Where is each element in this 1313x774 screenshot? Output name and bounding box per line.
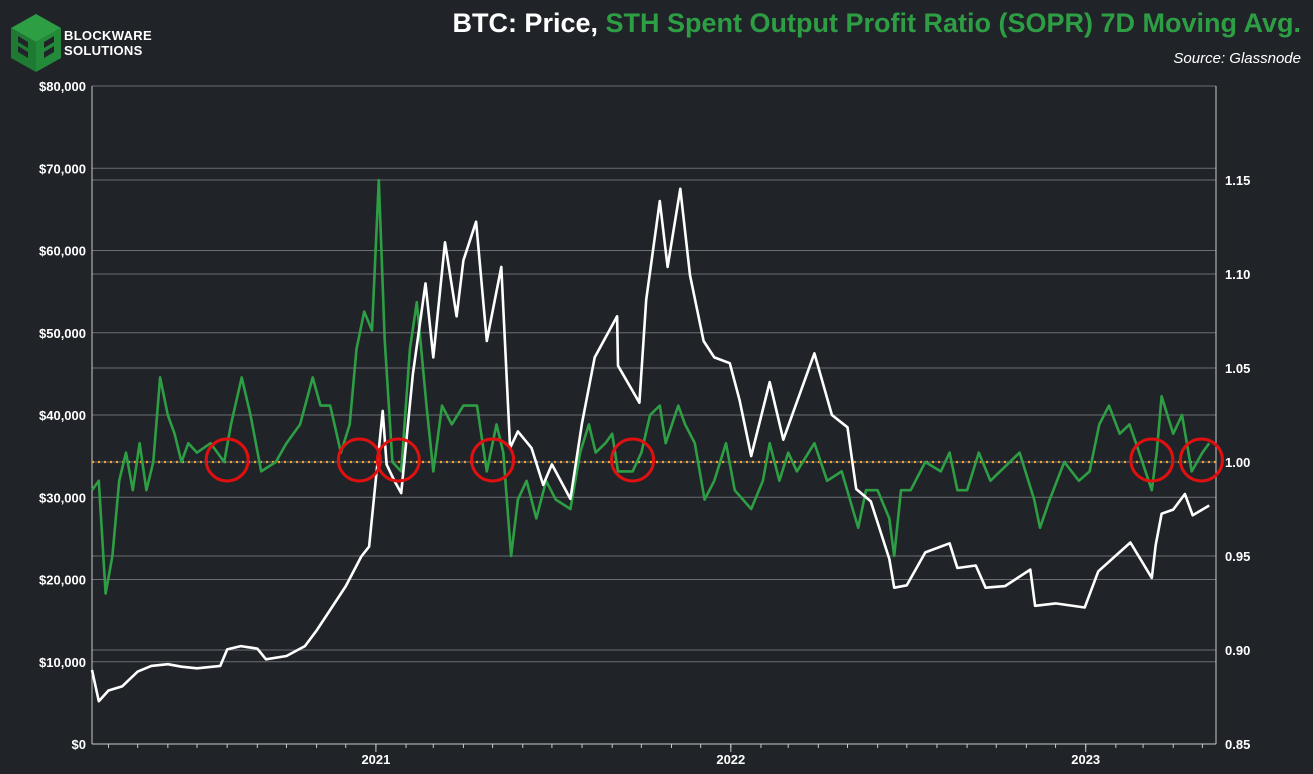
y-left-tick-label: $0 [72, 737, 86, 752]
y-right-tick-label: 1.10 [1225, 267, 1250, 282]
sopr-line [90, 178, 1211, 595]
plot-frame [91, 86, 1217, 745]
grid [92, 85, 1216, 745]
sopr-reset-marker [1178, 437, 1224, 483]
y-left-tick-label: $60,000 [39, 244, 86, 259]
y-axis-left: $0 $10,000 $20,000 $30,000 $40,000 $50,000 $60… [39, 79, 86, 752]
btc-price-line [90, 187, 1210, 703]
y-right-tick-label: 0.95 [1225, 549, 1250, 564]
x-tick-label: 2023 [1071, 752, 1100, 767]
y-left-tick-label: $10,000 [39, 655, 86, 670]
y-right-tick-label: 0.85 [1225, 737, 1250, 752]
sopr-reset-marker [204, 437, 250, 483]
y-right-tick-label: 1.00 [1225, 455, 1250, 470]
x-tick-label: 2021 [361, 752, 390, 767]
marker-layer [204, 437, 1224, 483]
y-left-tick-label: $20,000 [39, 573, 86, 588]
chart-title: BTC: Price, STH Spent Output Profit Rati… [452, 8, 1301, 39]
y-left-tick-label: $50,000 [39, 326, 86, 341]
sopr-reset-marker [1129, 437, 1175, 483]
brand-line-1: BLOCKWARE [64, 28, 152, 43]
blockware-cube-logo [6, 12, 176, 74]
blockware-cube-logo-icon [11, 14, 61, 72]
sopr-reset-marker [375, 437, 421, 483]
sopr-reset-marker [336, 437, 382, 483]
y-right-tick-label: 1.15 [1225, 173, 1250, 188]
y-right-tick-label: 1.05 [1225, 361, 1250, 376]
y-left-tick-label: $40,000 [39, 408, 86, 423]
y-axis-right: 0.85 0.90 0.95 1.00 1.05 1.10 1.15 [1225, 173, 1250, 752]
chart-source: Source: Glassnode [1173, 50, 1301, 67]
x-axis: 2021 2022 2023 [108, 744, 1203, 767]
y-left-tick-label: $70,000 [39, 161, 86, 176]
brand-name: BLOCKWARE SOLUTIONS [64, 28, 152, 58]
x-tick-label: 2022 [716, 752, 745, 767]
chart-title-sopr: STH Spent Output Profit Ratio (SOPR) 7D … [605, 8, 1301, 38]
y-left-tick-label: $30,000 [39, 490, 86, 505]
brand-line-2: SOLUTIONS [64, 43, 143, 58]
sopr-reset-marker [470, 437, 516, 483]
series-layer [90, 178, 1211, 703]
y-right-tick-label: 0.90 [1225, 643, 1250, 658]
sopr-reset-marker [610, 437, 656, 483]
chart-title-price: BTC: Price, [452, 8, 598, 38]
y-left-tick-label: $80,000 [39, 79, 86, 94]
